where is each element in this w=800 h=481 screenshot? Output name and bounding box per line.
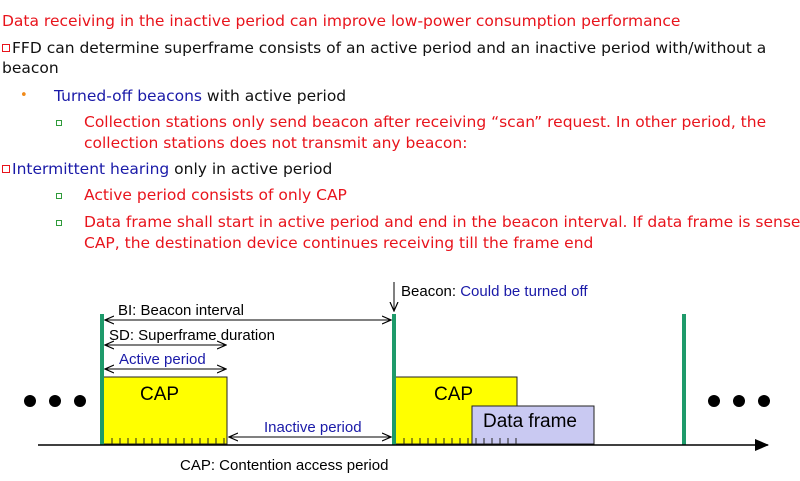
dot-bullet-icon: •	[20, 88, 28, 103]
beacon-bar-1	[100, 314, 104, 445]
square-bullet-icon	[2, 165, 10, 173]
beacon-label: Beacon: Could be turned off	[401, 283, 588, 300]
collection-line1: Collection stations only send beacon aft…	[84, 113, 767, 131]
cap-only-line: Active period consists of only CAP	[84, 186, 347, 204]
small-square-bullet-icon	[56, 220, 62, 226]
slot-ticks-2	[403, 438, 517, 444]
cap-label-1: CAP	[140, 384, 179, 405]
small-square-bullet-icon	[56, 120, 62, 126]
dataframe-line1: Data frame shall start in active period …	[84, 213, 800, 231]
small-square-bullet-icon	[56, 193, 62, 199]
bi-label: BI: Beacon interval	[118, 302, 244, 319]
cap-label-2: CAP	[434, 384, 473, 405]
data-frame-label: Data frame	[483, 411, 577, 432]
inactive-period-label: Inactive period	[264, 419, 362, 436]
cap-footnote: CAP: Contention access period	[180, 457, 388, 474]
ffd-bullet-line1: FFD can determine superframe consists of…	[2, 38, 766, 58]
dataframe-line2: CAP, the destination device continues re…	[84, 234, 594, 252]
sd-label: SD: Superframe duration	[109, 327, 275, 344]
beacon-bar-2	[392, 314, 396, 445]
left-ellipsis-icon	[24, 395, 86, 407]
slot-ticks-1	[111, 438, 225, 444]
turned-off-bullet: Turned-off beacons with active period	[54, 86, 346, 106]
turned-off-rest: with active period	[201, 87, 347, 105]
turned-off-term: Turned-off beacons	[54, 87, 202, 105]
active-period-label: Active period	[119, 351, 206, 368]
ffd-bullet-line2: beacon	[2, 59, 59, 77]
right-ellipsis-icon	[708, 395, 770, 407]
intermittent-term: Intermittent hearing	[12, 160, 170, 178]
slide-heading: Data receiving in the inactive period ca…	[2, 12, 681, 30]
cap-box-1	[102, 376, 228, 445]
collection-line2: collection stations does not transmit an…	[84, 134, 468, 152]
beacon-bar-3	[682, 314, 686, 445]
beacon-label-prefix: Beacon:	[401, 283, 460, 300]
intermittent-bullet: Intermittent hearing only in active peri…	[2, 159, 332, 179]
square-bullet-icon	[2, 44, 10, 52]
beacon-note: Could be turned off	[460, 283, 588, 300]
intermittent-rest: only in active period	[169, 160, 333, 178]
data-frame-box	[471, 405, 595, 445]
